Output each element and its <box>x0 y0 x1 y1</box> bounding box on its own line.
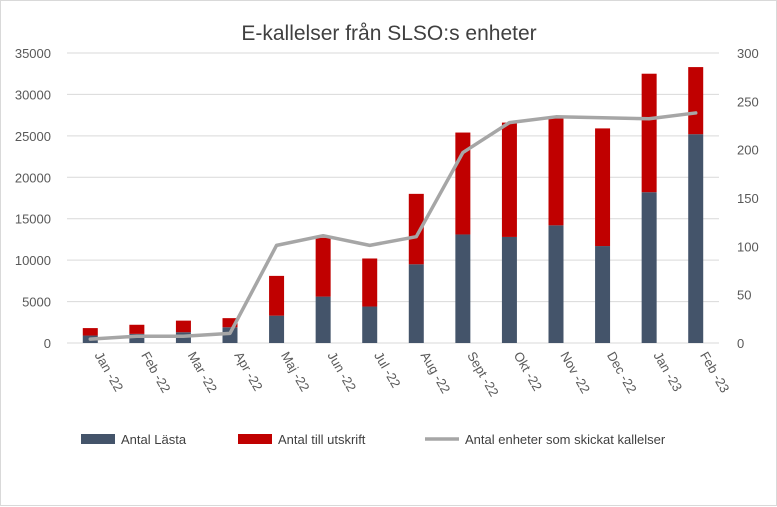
bar-antal-till-utskrift <box>362 258 378 307</box>
bar-antal-l-sta <box>595 246 611 343</box>
legend: Antal Lästa Antal till utskrift Antal enhe… <box>81 432 666 447</box>
bar-antal-till-utskrift <box>175 320 191 333</box>
x-tick-label: Dec -22 <box>604 349 640 396</box>
left-tick-label: 35000 <box>15 46 51 61</box>
bar-antal-till-utskrift <box>269 275 285 316</box>
bar-antal-l-sta <box>129 333 145 343</box>
right-tick-label: 300 <box>737 46 759 61</box>
right-tick-label: 50 <box>737 288 751 303</box>
x-tick-label: Okt -22 <box>511 349 545 393</box>
left-tick-label: 15000 <box>15 212 51 227</box>
legend-label: Antal till utskrift <box>278 432 366 447</box>
right-tick-label: 200 <box>737 143 759 158</box>
x-tick-label: Jan -23 <box>651 349 686 394</box>
x-axis: Jan -22 Feb -22 Mar -22 Apr -22 Maj -22 Jun -… <box>92 349 733 399</box>
gridlines <box>67 52 719 344</box>
x-tick-label: Apr -22 <box>231 349 265 393</box>
legend-label: Antal Lästa <box>121 432 187 447</box>
left-tick-label: 20000 <box>15 170 51 185</box>
bar-antal-l-sta <box>641 192 657 343</box>
bar-antal-till-utskrift <box>595 128 611 247</box>
right-axis: 0 50 100 150 200 250 300 <box>737 46 759 351</box>
x-tick-label: Jul -22 <box>371 349 404 390</box>
x-tick-label: Sept -22 <box>464 349 502 399</box>
bar-antal-l-sta <box>548 225 564 343</box>
bar-antal-till-utskrift <box>501 122 517 237</box>
bar-antal-l-sta <box>315 296 331 343</box>
line-series <box>88 111 698 341</box>
bar-antal-l-sta <box>222 327 238 343</box>
left-tick-label: 5000 <box>22 295 51 310</box>
x-tick-label: Feb -22 <box>138 349 173 395</box>
bar-antal-l-sta <box>408 264 424 343</box>
x-tick-label: Jun -22 <box>325 349 360 394</box>
legend-label: Antal enheter som skickat kallelser <box>465 432 666 447</box>
line-units-sent <box>88 111 698 341</box>
bar-antal-till-utskrift <box>315 237 331 297</box>
bar-antal-till-utskrift <box>548 116 564 226</box>
bar-antal-till-utskrift <box>688 67 704 135</box>
left-axis: 0 5000 10000 15000 20000 25000 30000 35000 <box>15 46 51 351</box>
x-tick-label: Jan -22 <box>92 349 127 394</box>
x-tick-label: Aug -22 <box>418 349 454 396</box>
bar-series <box>82 67 704 343</box>
legend-swatch <box>238 434 272 444</box>
x-tick-label: Maj -22 <box>278 349 313 394</box>
right-tick-label: 0 <box>737 336 744 351</box>
right-tick-label: 100 <box>737 239 759 254</box>
bar-antal-till-utskrift <box>408 193 424 265</box>
left-tick-label: 0 <box>44 336 51 351</box>
left-tick-label: 25000 <box>15 129 51 144</box>
x-tick-label: Feb -23 <box>697 349 732 395</box>
right-tick-label: 250 <box>737 94 759 109</box>
legend-swatch <box>81 434 115 444</box>
x-tick-label: Mar -22 <box>185 349 220 395</box>
bar-antal-till-utskrift <box>641 73 657 193</box>
bar-antal-l-sta <box>455 234 471 343</box>
bar-antal-till-utskrift <box>222 318 238 328</box>
bar-antal-l-sta <box>362 306 378 343</box>
bar-antal-l-sta <box>269 315 285 343</box>
chart-title: E-kallelser från SLSO:s enheter <box>241 22 536 45</box>
bar-antal-l-sta <box>501 236 517 343</box>
bar-antal-till-utskrift <box>82 328 98 336</box>
bar-antal-till-utskrift <box>129 324 145 334</box>
x-tick-label: Nov -22 <box>557 349 593 396</box>
bar-antal-l-sta <box>688 134 704 343</box>
left-tick-label: 30000 <box>15 87 51 102</box>
left-tick-label: 10000 <box>15 253 51 268</box>
right-tick-label: 150 <box>737 191 759 206</box>
